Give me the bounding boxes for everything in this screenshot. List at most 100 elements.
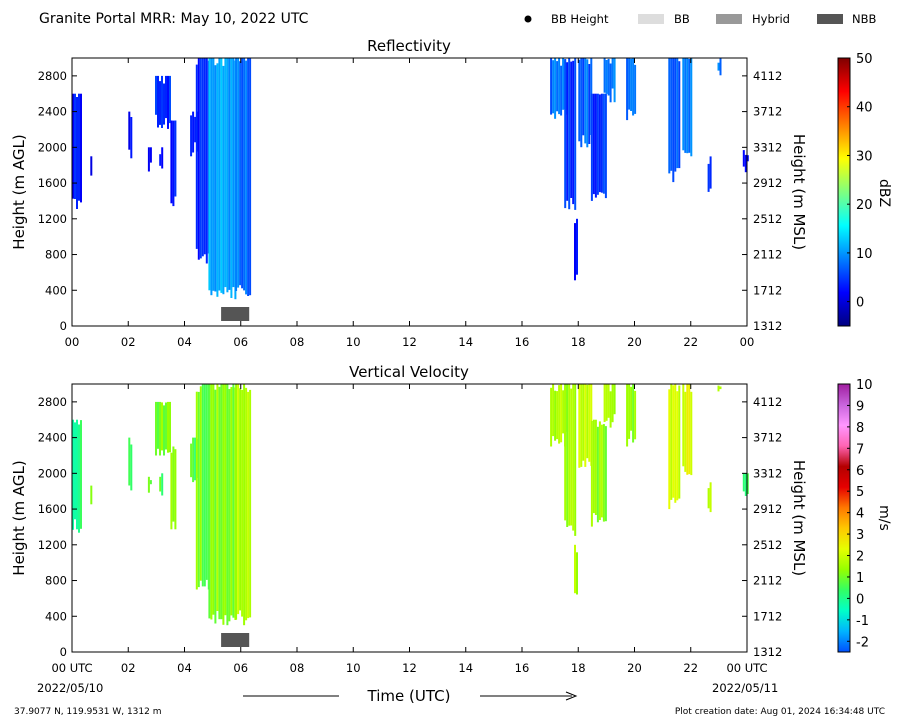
data-streak [626,384,629,447]
data-streak [159,81,161,125]
y2-tick-label: 1712 [753,283,782,297]
data-streak [212,58,215,291]
data-streak [74,422,76,520]
reflectivity-axes: 00 02 04 06 08 10 12 14 16 18 20 22 0004008001200160… [38,58,782,349]
reflectivity-colorbar-label: dBZ [876,179,892,207]
data-streak [170,120,173,204]
data-band [590,419,607,527]
colorbar-tick-label: 9 [856,399,864,414]
data-streak [630,58,633,111]
legend-bb-label: BB [674,12,690,26]
reflectivity-panel: Reflectivity 00 02 04 06 08 10 12 14 16 18 20 22 000… [10,37,892,349]
data-streak [163,405,165,456]
data-band [235,58,252,296]
x-tick-label: 16 [515,661,530,675]
data-streak [566,384,569,527]
data-streak [717,385,720,392]
y-tick-label: 800 [45,248,67,262]
data-streak [235,384,238,620]
data-band [668,58,681,183]
legend-hybrid-label: Hybrid [752,12,790,26]
data-streak [746,473,749,494]
vertical-velocity-colorbar: -2 -1 0 1 2 3 4 5 6 7 8 9 10 [837,378,873,653]
nbb-marker [221,633,250,647]
colorbar-tick-label: 7 [856,442,864,457]
data-streak [688,59,691,153]
data-streak [214,389,217,624]
data-streak [72,419,74,530]
vertical-velocity-axes: 00 UTC 02 04 06 08 10 12 14 16 18 20 22 00 UTC 0 400 80… [38,384,782,675]
data-streak [165,402,167,450]
data-streak [80,420,82,529]
legend-nbb-label: NBB [852,12,876,26]
y-tick-label: 1600 [38,502,67,516]
colorbar-tick-label: 0 [856,296,864,311]
data-streak [590,421,593,527]
colorbar-scale [837,383,851,653]
data-streak [222,384,225,625]
data-band [682,384,693,476]
data-streak [247,391,250,619]
reflectivity-title: Reflectivity [367,37,451,55]
data-streak [602,424,605,522]
data-streak [707,163,710,192]
vertical-velocity-data-layer [72,384,749,647]
data-band [159,147,164,169]
data-streak [582,384,585,461]
data-band [208,58,237,300]
data-streak [568,384,571,526]
legend-bb-swatch [638,14,664,24]
data-streak [245,60,248,295]
data-streak [155,75,157,115]
data-streak [76,419,78,530]
data-streak [574,58,577,210]
data-streak [161,75,163,128]
x-tick-label: 06 [233,335,248,349]
colorbar-tick-label: 50 [856,52,873,67]
data-streak [582,58,585,136]
data-band [717,385,722,392]
data-streak [707,488,710,509]
data-streak [195,391,198,590]
data-streak [550,387,553,447]
data-band [626,58,637,121]
data-streak [157,75,159,128]
data-streak [205,384,208,580]
data-streak [674,384,677,503]
data-streak [192,437,195,483]
data-band [707,156,712,192]
data-band [564,384,577,536]
data-streak [609,391,612,428]
data-band [590,93,607,201]
data-band [90,156,93,176]
reflectivity-y-axis-label: Height (m AGL) [10,134,28,249]
data-band [574,544,578,595]
y2-tick-label: 4112 [753,395,782,409]
nbb-marker [221,307,250,321]
x-tick-label: 14 [458,661,473,675]
data-streak [239,61,242,286]
data-streak [682,384,685,467]
data-streak [216,384,219,611]
data-streak [672,385,675,498]
data-streak [194,437,197,481]
vertical-velocity-colorbar-label: m/s [876,505,892,531]
data-streak [161,147,164,169]
y2-tick-label: 3312 [753,466,782,480]
data-band [717,58,722,76]
data-streak [149,147,152,163]
data-streak [90,485,93,505]
data-streak [228,389,231,622]
y-tick-label: 0 [60,319,67,333]
legend-nbb-swatch [817,14,843,24]
data-band [159,473,164,496]
data-streak [76,97,78,209]
x-tick-label: 10 [346,335,361,349]
data-streak [172,120,175,207]
data-band [147,147,152,172]
data-streak [214,65,217,292]
data-band [195,58,210,264]
legend-bb-height-marker [524,15,532,23]
start-date-label: 2022/05/10 [37,681,103,695]
data-band [742,473,749,496]
